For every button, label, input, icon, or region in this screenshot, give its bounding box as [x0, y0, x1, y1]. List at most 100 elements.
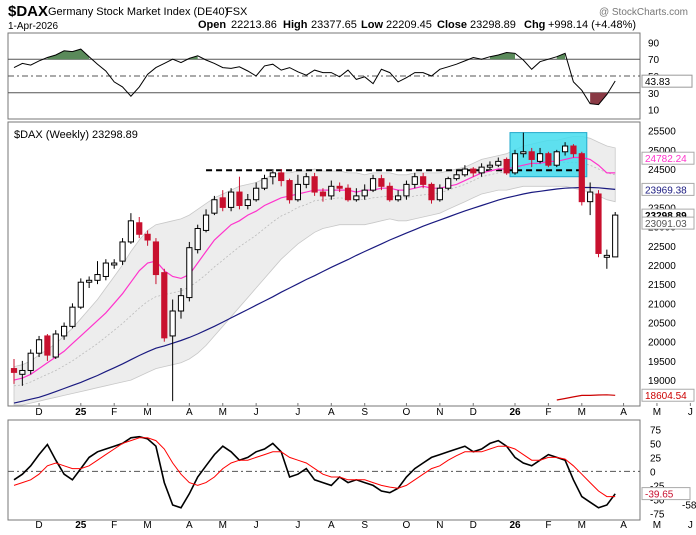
copyright: @ StockCharts.com	[599, 7, 688, 18]
x-axis-label: F	[111, 520, 117, 531]
x-axis-label: S	[361, 407, 368, 418]
x-axis-label: D	[35, 407, 42, 418]
candle-body	[144, 233, 151, 241]
candle-body	[61, 325, 68, 337]
x-axis-label: F	[545, 407, 551, 418]
candle-body	[486, 164, 494, 168]
bottom-y-tick-label: 25	[650, 453, 662, 464]
x-axis-label: M	[143, 407, 151, 418]
x-axis-label: J	[688, 520, 693, 531]
candle-body	[470, 168, 477, 174]
candle-body	[202, 214, 210, 231]
moving-average-3	[556, 394, 616, 401]
chart-symbol: $DAX	[8, 3, 48, 20]
bottom-y-tick-label: 75	[650, 425, 662, 436]
x-axis-label: N	[436, 407, 443, 418]
candle-body	[612, 214, 619, 258]
price-panel-title: $DAX (Weekly) 23298.89	[14, 129, 138, 141]
top-oscillator-panel	[7, 32, 641, 120]
candle-body	[253, 187, 260, 201]
candle-body	[228, 191, 235, 208]
x-axis-label: J	[254, 407, 259, 418]
candle-body	[353, 195, 360, 201]
bottom-current-value-2: -58.88	[682, 500, 696, 511]
candle-body	[328, 185, 335, 197]
x-axis-label: J	[254, 520, 259, 531]
low-value: 22209.45	[386, 19, 432, 31]
price-y-tick-label: 25500	[648, 127, 676, 138]
x-axis-label: D	[470, 407, 477, 418]
x-axis-label: S	[361, 520, 368, 531]
candle-body	[294, 183, 301, 201]
bottom-oscillator: 75 50 25 0 -25 -50 -75 -39.65 -58.88	[8, 425, 696, 520]
price-chart: 19000 19500 20000 20500 21000 21500 22000 22500…	[10, 127, 695, 406]
candle-body	[436, 187, 443, 201]
high-value: 23377.65	[311, 19, 357, 31]
x-axis-label: N	[436, 520, 443, 531]
price-value-box	[641, 182, 695, 196]
candle-body	[86, 279, 93, 283]
x-axis-label: A	[620, 520, 627, 531]
x-axis-label: 26	[509, 407, 521, 418]
open-label: Open	[198, 19, 226, 31]
candle-body	[461, 168, 468, 176]
bottom-series-2	[13, 437, 616, 498]
candle-body	[94, 274, 101, 281]
overbought-fill	[47, 49, 90, 60]
chart-index-name: Germany Stock Market Index (DE40)	[48, 6, 228, 18]
candle-body	[286, 180, 293, 201]
x-axis-label: O	[403, 407, 411, 418]
x-axis-label: M	[653, 407, 661, 418]
price-value-label: 23091.03	[645, 219, 687, 230]
candle-body	[578, 153, 585, 203]
chg-label: Chg	[524, 19, 545, 31]
price-y-tick-label: 21000	[648, 299, 676, 310]
candle-body	[211, 199, 218, 214]
candle-body	[570, 145, 577, 155]
price-y-tick-label: 24500	[648, 165, 676, 176]
candle-body	[503, 158, 510, 174]
top-y-tick-label: 10	[648, 106, 660, 117]
price-value-box	[641, 151, 695, 165]
oversold-fill	[590, 92, 607, 105]
x-axis-label: A	[620, 407, 627, 418]
candle-body	[386, 185, 393, 201]
bottom-current-value: -39.65	[645, 490, 674, 501]
candle-body	[152, 241, 160, 276]
bottom-y-tick-label: -50	[650, 495, 665, 506]
candle-body	[77, 281, 84, 308]
candle-body	[545, 153, 552, 166]
x-axis-label: M	[578, 520, 586, 531]
candle-body	[403, 183, 410, 197]
candle-body	[528, 151, 535, 160]
price-value-box	[641, 216, 695, 230]
top-current-value-box	[641, 74, 693, 88]
bottom-y-tick-label: -75	[650, 509, 665, 520]
bottom-series-1	[13, 435, 616, 509]
price-y-tick-label: 22500	[648, 242, 676, 253]
candle-body	[603, 254, 610, 258]
candle-body	[344, 187, 352, 201]
candle-body	[361, 189, 368, 197]
x-axis-label: J	[295, 407, 300, 418]
candle-body	[428, 183, 435, 201]
x-axis-label: D	[470, 520, 477, 531]
candle-body	[411, 176, 418, 185]
x-axis-label: M	[219, 520, 227, 531]
chg-value: +998.14 (+4.48%)	[548, 19, 636, 31]
candle-body	[369, 178, 377, 191]
candle-body	[520, 151, 527, 155]
candle-body	[395, 195, 402, 201]
x-axis-label: M	[578, 407, 586, 418]
x-axis-label: 26	[509, 520, 521, 531]
candle-body	[119, 241, 126, 262]
x-axis-label: 25	[75, 407, 87, 418]
candle-body	[136, 222, 143, 235]
candle-body	[69, 306, 76, 327]
x-axis-label: A	[328, 407, 335, 418]
top-oscillator: 103050709043.83	[8, 38, 693, 117]
x-axis-label: D	[35, 520, 42, 531]
candle-body	[453, 174, 460, 180]
candle-body	[269, 172, 276, 178]
